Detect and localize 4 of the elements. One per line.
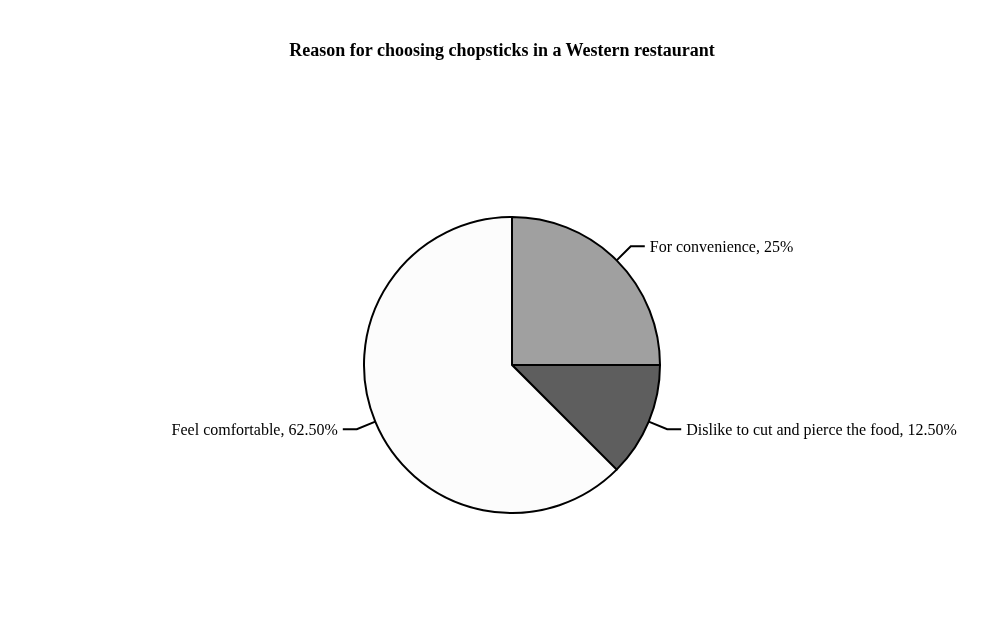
slice-label: Dislike to cut and pierce the food, 12.50% bbox=[686, 420, 957, 439]
chart-title: Reason for choosing chopsticks in a Western restaurant bbox=[289, 40, 715, 60]
slice-label: For convenience, 25% bbox=[649, 237, 794, 255]
slice-label: Feel comfortable, 62.50% bbox=[171, 420, 338, 438]
